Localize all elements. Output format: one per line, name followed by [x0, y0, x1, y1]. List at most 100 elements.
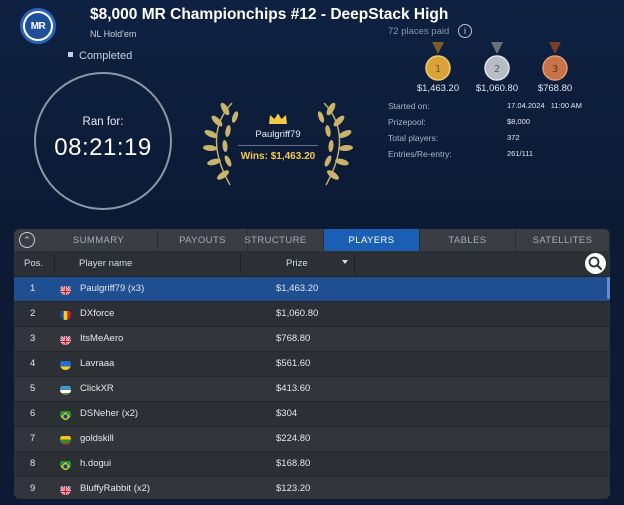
- status-bullet: [68, 52, 73, 57]
- first-prize-amount: $1,463.20: [416, 83, 460, 94]
- country-flag-icon: [60, 334, 71, 345]
- third-prize-amount: $768.80: [537, 83, 573, 94]
- started-on-value: 17.04.2024 11:00 AM: [507, 101, 582, 110]
- entries-label: Entries/Re-entry:: [388, 149, 452, 159]
- player-prize: $304: [276, 408, 298, 419]
- game-type: NL Hold'em: [90, 29, 137, 39]
- crown-icon: [269, 113, 287, 124]
- column-divider: [354, 254, 355, 274]
- player-name[interactable]: DXforce: [80, 308, 115, 319]
- entries-value: 261/111: [507, 149, 533, 158]
- player-prize: $1,060.80: [276, 308, 319, 319]
- tournament-title: $8,000 MR Championchips #12 - DeepStack …: [90, 6, 449, 23]
- player-position: 8: [30, 458, 36, 469]
- chevron-up-icon[interactable]: ⌃: [19, 232, 35, 248]
- player-prize: $168.80: [276, 458, 311, 469]
- bronze-medal-icon: 3: [542, 42, 568, 81]
- status-text: Completed: [79, 50, 133, 62]
- medal-place-3: 3: [552, 64, 558, 75]
- player-prize: $123.20: [276, 483, 311, 494]
- table-row[interactable]: 6 DSNeher (x2) $304: [14, 402, 610, 427]
- player-name[interactable]: BluffyRabbit (x2): [80, 483, 151, 494]
- winner-divider: [238, 145, 318, 146]
- player-prize: $561.60: [276, 358, 311, 369]
- tab-tables[interactable]: TABLES: [420, 229, 516, 251]
- column-pos[interactable]: Pos.: [24, 258, 44, 269]
- country-flag-icon: [60, 359, 71, 370]
- country-flag-icon: [60, 384, 71, 395]
- tab-payouts[interactable]: PAYOUTS: [158, 229, 248, 251]
- search-icon: [588, 256, 602, 270]
- player-position: 5: [30, 383, 36, 394]
- player-position: 9: [30, 483, 36, 494]
- total-players-value: 372: [507, 133, 520, 142]
- tab-players[interactable]: PLAYERS: [324, 229, 420, 251]
- country-flag-icon: [60, 459, 71, 470]
- started-on-label: Started on:: [388, 101, 430, 111]
- country-flag-icon: [60, 284, 71, 295]
- search-button[interactable]: [585, 253, 606, 274]
- country-flag-icon: [60, 409, 71, 420]
- player-prize: $1,463.20: [276, 283, 319, 294]
- sort-down-icon[interactable]: [342, 260, 348, 264]
- info-icon[interactable]: i: [458, 24, 472, 38]
- table-row[interactable]: 1 Paulgriff79 (x3) $1,463.20: [14, 277, 610, 302]
- prizepool-value: $8,000: [507, 117, 530, 126]
- total-players-label: Total players:: [388, 133, 439, 143]
- player-position: 4: [30, 358, 36, 369]
- gold-medal-icon: 1: [425, 42, 451, 81]
- tournament-panel: ⌃ SUMMARY PAYOUTS STRUCTURE PLAYERS TABL…: [14, 229, 610, 499]
- player-prize: $224.80: [276, 433, 311, 444]
- laurel-wreath-icon: [203, 102, 353, 186]
- table-row[interactable]: 3 ItsMeAero $768.80: [14, 327, 610, 352]
- player-position: 1: [30, 283, 36, 294]
- table-row[interactable]: 2 DXforce $1,060.80: [14, 302, 610, 327]
- tab-summary[interactable]: SUMMARY: [40, 229, 158, 251]
- player-prize: $768.80: [276, 333, 311, 344]
- winner-winnings: Wins: $1,463.20: [240, 151, 316, 162]
- scrollbar[interactable]: [607, 277, 610, 299]
- country-flag-icon: [60, 434, 71, 445]
- player-name[interactable]: goldskill: [80, 433, 114, 444]
- player-name[interactable]: h.dogui: [80, 458, 112, 469]
- mr-logo: MR: [20, 8, 56, 44]
- status-label: Completed: [68, 50, 132, 62]
- logo-text: MR: [25, 13, 51, 39]
- clock-label: Ran for:: [82, 116, 124, 128]
- second-prize-amount: $1,060.80: [475, 83, 519, 94]
- country-flag-icon: [60, 484, 71, 495]
- column-divider: [54, 254, 55, 274]
- places-paid: 72 places paid: [388, 26, 450, 37]
- tournament-header: MR $8,000 MR Championchips #12 - DeepSta…: [0, 0, 624, 225]
- tab-structure[interactable]: STRUCTURE: [228, 229, 324, 251]
- medal-place-2: 2: [494, 64, 500, 75]
- column-player-name[interactable]: Player name: [79, 258, 133, 269]
- player-position: 3: [30, 333, 36, 344]
- medal-place-1: 1: [435, 64, 441, 75]
- country-flag-icon: [60, 309, 71, 320]
- player-name[interactable]: Paulgriff79 (x3): [80, 283, 145, 294]
- table-row[interactable]: 4 Lavraaa $561.60: [14, 352, 610, 377]
- table-row[interactable]: 9 BluffyRabbit (x2) $123.20: [14, 477, 610, 499]
- player-name[interactable]: ItsMeAero: [80, 333, 124, 344]
- table-header: Pos. Player name Prize: [14, 251, 610, 277]
- clock-time: 08:21:19: [54, 134, 152, 161]
- tab-satellites[interactable]: SATELLITES: [516, 229, 610, 251]
- table-row[interactable]: 5 ClickXR $413.60: [14, 377, 610, 402]
- winner-name: Paulgriff79: [255, 129, 301, 140]
- column-prize[interactable]: Prize: [286, 258, 308, 269]
- player-position: 2: [30, 308, 36, 319]
- player-position: 6: [30, 408, 36, 419]
- player-name[interactable]: Lavraaa: [80, 358, 115, 369]
- tab-bar: ⌃ SUMMARY PAYOUTS STRUCTURE PLAYERS TABL…: [14, 229, 610, 251]
- table-row[interactable]: 7 goldskill $224.80: [14, 427, 610, 452]
- player-name[interactable]: ClickXR: [80, 383, 114, 394]
- player-name[interactable]: DSNeher (x2): [80, 408, 139, 419]
- player-position: 7: [30, 433, 36, 444]
- player-prize: $413.60: [276, 383, 311, 394]
- silver-medal-icon: 2: [484, 42, 510, 81]
- prizepool-label: Prizepool:: [388, 117, 426, 127]
- table-row[interactable]: 8 h.dogui $168.80: [14, 452, 610, 477]
- run-time-clock: Ran for: 08:21:19: [34, 72, 172, 210]
- column-divider: [240, 254, 241, 274]
